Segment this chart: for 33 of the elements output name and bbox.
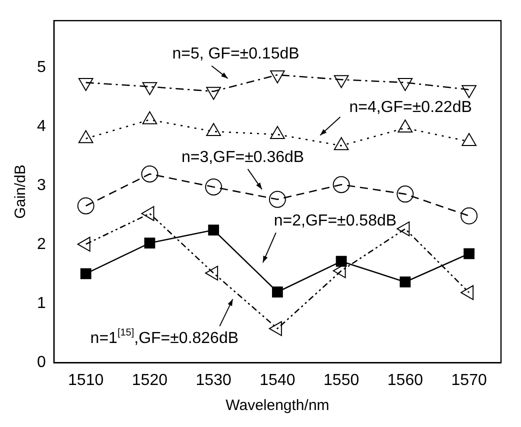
annotation: n=2,GF=±0.58dB xyxy=(274,212,397,230)
point xyxy=(144,238,156,248)
point xyxy=(464,248,475,260)
annotation: n=3,GF=±0.36dB xyxy=(181,148,304,166)
y-tick-label: 0 xyxy=(36,354,46,372)
y-tick-label: 2 xyxy=(36,236,46,254)
x-tick-label: 1570 xyxy=(451,372,487,389)
x-tick-label: 1550 xyxy=(324,372,360,389)
x-tick-label: 1560 xyxy=(387,372,424,389)
y-axis-title: Gain/dB xyxy=(12,164,30,219)
x-tick-label: 1520 xyxy=(132,372,168,389)
y-tick-label: 5 xyxy=(36,59,46,76)
point xyxy=(396,186,414,203)
y-tick-label: 4 xyxy=(36,118,46,136)
x-tick-label: 1530 xyxy=(196,372,232,389)
annotation: n=4,GF=±0.22dB xyxy=(349,98,472,116)
point xyxy=(268,190,286,208)
point xyxy=(272,286,283,298)
point xyxy=(332,176,350,194)
point xyxy=(80,268,92,280)
x-tick-label: 1510 xyxy=(68,372,104,389)
point xyxy=(208,224,220,236)
x-axis-title: Wavelength/nm xyxy=(226,397,330,414)
annotation: n=5, GF=±0.15dB xyxy=(172,46,300,63)
point xyxy=(77,197,94,214)
point xyxy=(400,276,411,288)
point xyxy=(336,256,347,267)
y-tick-label: 3 xyxy=(36,177,46,194)
x-tick-label: 1540 xyxy=(260,372,296,389)
point xyxy=(141,166,158,182)
y-tick-label: 1 xyxy=(36,295,46,312)
point xyxy=(460,207,478,224)
point xyxy=(205,178,222,196)
